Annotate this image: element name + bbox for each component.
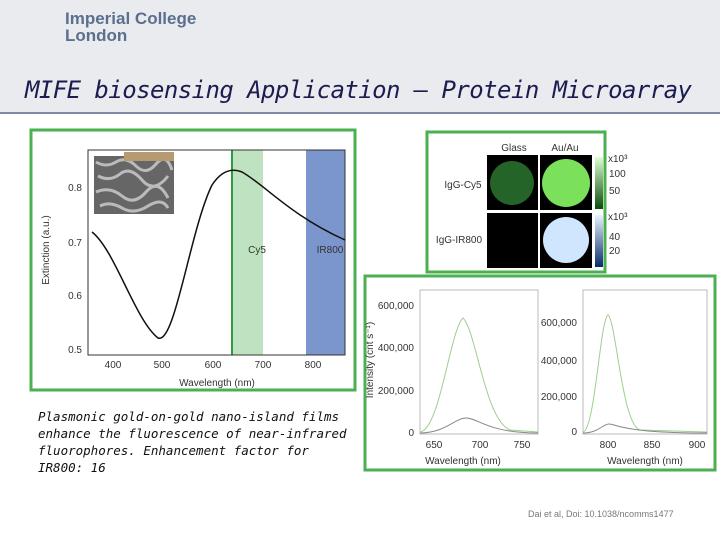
image-tile <box>487 213 538 268</box>
x-tick-label: 600 <box>205 360 222 371</box>
inset-label-bar <box>124 152 174 161</box>
y-axis-label: Extinction (a.u.) <box>41 215 52 284</box>
plot-frame <box>582 289 708 435</box>
figure-frame <box>29 128 357 392</box>
figure-b: Glass Au/Au IgG-Cy5 IgG-IR800 x10³ 100 5… <box>425 130 628 274</box>
column-label: Glass <box>501 143 527 154</box>
image-spot <box>490 161 534 205</box>
scale-tick: 50 <box>609 186 621 197</box>
y-tick-label: 0.8 <box>68 183 82 194</box>
band <box>231 150 263 355</box>
column-label: Au/Au <box>551 143 578 154</box>
figure-frame <box>363 274 717 472</box>
y-tick-label: 600,000 <box>378 301 415 312</box>
spectrum <box>582 314 708 433</box>
logo-line: London <box>65 26 127 45</box>
y-tick-label: 0.7 <box>68 238 82 249</box>
figure-a: 0.8 0.7 0.6 0.5 400 500 600 700 800 Wave… <box>29 128 357 392</box>
x-tick-label: 650 <box>426 440 443 451</box>
caption-line: IR800: 16 <box>38 460 106 475</box>
spectrum <box>419 317 539 433</box>
spectrum <box>582 423 708 434</box>
row-label: IgG-IR800 <box>436 235 483 246</box>
x-tick-label: 500 <box>154 360 171 371</box>
x-tick-label: 800 <box>600 440 617 451</box>
x-axis-label: Wavelength (nm) <box>179 378 255 389</box>
scale-tick: 40 <box>609 232 621 243</box>
color-bar <box>595 215 603 267</box>
y-tick-label: 0 <box>408 428 414 439</box>
band <box>306 150 345 355</box>
plot-frame <box>419 289 539 435</box>
x-axis-label: Wavelength (nm) <box>607 456 683 467</box>
x-axis-label: Wavelength (nm) <box>425 456 501 467</box>
scale-unit: x10³ <box>608 212 628 223</box>
scale-tick: 20 <box>609 246 621 257</box>
y-tick-label: 0.6 <box>68 291 82 302</box>
y-tick-label: 0 <box>571 427 577 438</box>
image-spot <box>542 159 590 207</box>
slide-title: MIFE biosensing Application – Protein Mi… <box>24 76 693 104</box>
logo-line: Imperial College <box>65 9 196 28</box>
x-tick-label: 700 <box>472 440 489 451</box>
x-tick-label: 900 <box>689 440 706 451</box>
caption-line: Plasmonic gold-on-gold nano-island films <box>38 409 339 424</box>
inset-texture <box>95 157 174 213</box>
x-tick-label: 800 <box>305 360 322 371</box>
x-tick-label: 700 <box>255 360 272 371</box>
color-bar <box>595 157 603 209</box>
y-tick-label: 200,000 <box>378 386 415 397</box>
header-band <box>0 0 720 112</box>
plot-frame <box>87 149 346 356</box>
caption-line: enhance the fluorescence of near-infrare… <box>38 426 347 441</box>
caption-line: fluorophores. Enhancement factor for <box>38 443 309 458</box>
scale-unit: x10³ <box>608 154 628 165</box>
citation: Dai et al, Doi: 10.1038/ncomms1477 <box>528 509 674 519</box>
figure-c: Intensity (cnt s⁻¹) 600,000 400,000 200,… <box>363 274 717 472</box>
y-tick-label: 400,000 <box>541 356 578 367</box>
x-tick-label: 750 <box>514 440 531 451</box>
y-tick-label: 0.5 <box>68 345 82 356</box>
band-label: Cy5 <box>248 245 266 256</box>
band-label: IR800 <box>317 245 344 256</box>
x-tick-label: 850 <box>644 440 661 451</box>
y-axis-label: Intensity (cnt s⁻¹) <box>365 322 376 398</box>
y-tick-label: 200,000 <box>541 392 578 403</box>
scale-tick: 100 <box>609 169 626 180</box>
y-tick-label: 400,000 <box>378 343 415 354</box>
x-tick-label: 400 <box>105 360 122 371</box>
image-spot <box>543 217 589 263</box>
extinction-curve <box>91 169 346 339</box>
spectrum <box>419 417 539 434</box>
row-label: IgG-Cy5 <box>444 180 482 191</box>
y-tick-label: 600,000 <box>541 318 578 329</box>
